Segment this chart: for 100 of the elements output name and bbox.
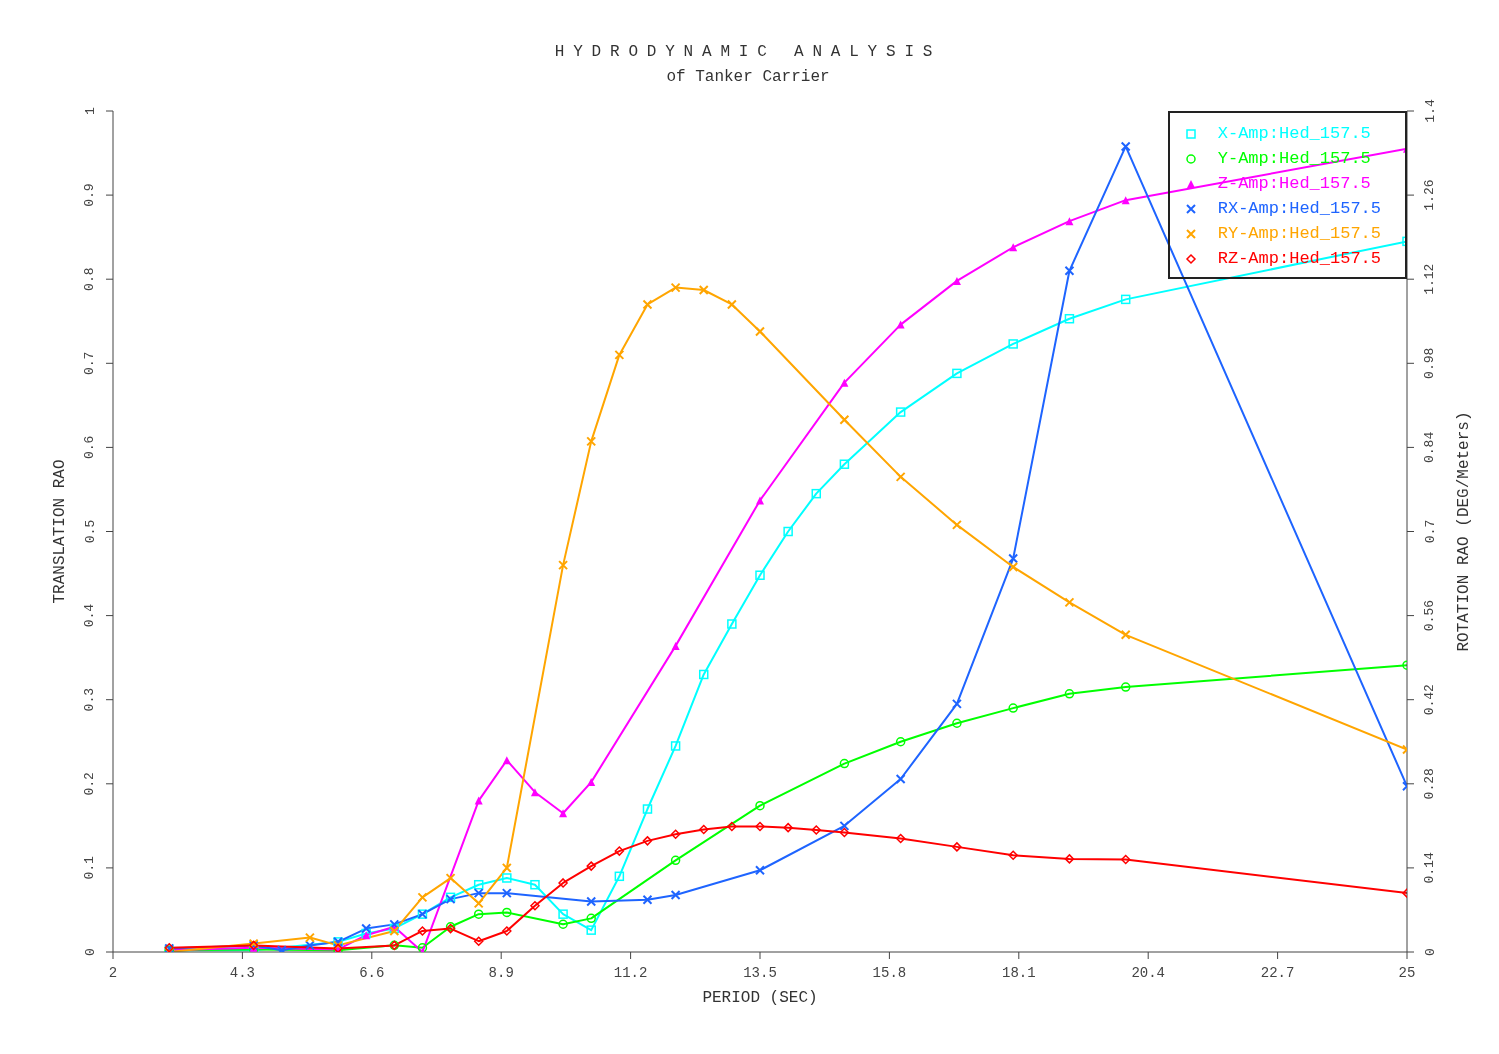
point — [755, 570, 765, 580]
point — [473, 898, 484, 909]
point — [558, 919, 568, 929]
point — [1064, 854, 1075, 864]
point — [952, 842, 962, 852]
x-axis-title: PERIOD (SEC) — [702, 989, 818, 1007]
x-tick-label: 8.9 — [488, 964, 514, 981]
x-tick-label: 2 — [108, 964, 118, 981]
point — [502, 926, 512, 936]
y2-tick-label: 0.42 — [1422, 684, 1438, 716]
chart-title: HYDRODYNAMIC ANALYSIS — [553, 42, 943, 63]
y-tick-label: 0.7 — [82, 351, 98, 375]
y-tick-label: 0 — [82, 948, 98, 956]
point — [952, 276, 961, 285]
point — [1120, 854, 1131, 865]
point — [839, 414, 850, 425]
point — [417, 892, 428, 903]
y2-tick-label: 0.84 — [1422, 431, 1438, 464]
point — [1120, 141, 1131, 152]
point — [951, 698, 962, 709]
point — [530, 879, 540, 890]
point — [726, 299, 737, 310]
point — [895, 737, 906, 747]
y-tick-label: 0.8 — [82, 267, 98, 291]
y-tick-label: 0.1 — [82, 856, 98, 880]
legend-label: Z-Amp:Hed_157.5 — [1217, 174, 1371, 193]
point — [1064, 313, 1075, 324]
point — [840, 378, 849, 387]
legend-label: RY-Amp:Hed_157.5 — [1217, 224, 1381, 243]
y-tick-label: 0.6 — [82, 435, 98, 460]
point — [952, 718, 962, 728]
point — [895, 407, 906, 417]
point — [1064, 597, 1075, 608]
point — [895, 833, 906, 844]
y-tick-label: 1 — [82, 106, 98, 115]
point — [1008, 850, 1018, 861]
point — [502, 873, 512, 883]
y2-tick-label: 1.26 — [1422, 179, 1438, 211]
legend-label: X-Amp:Hed_157.5 — [1217, 124, 1371, 143]
point — [1008, 703, 1018, 713]
point — [839, 820, 850, 831]
point — [1065, 217, 1074, 226]
point — [755, 326, 765, 337]
x-tick-label: 20.4 — [1131, 964, 1165, 981]
point — [727, 619, 737, 629]
point — [1008, 561, 1019, 572]
point — [698, 824, 709, 835]
point — [1120, 629, 1131, 640]
x-tick-label: 6.6 — [359, 964, 385, 981]
x-tick-label: 4.3 — [229, 964, 256, 981]
chart-subtitle: of Tanker Carrier — [665, 67, 831, 88]
point — [670, 829, 681, 840]
point — [670, 889, 681, 900]
point — [755, 865, 765, 876]
y2-tick-label: 0 — [1422, 948, 1438, 956]
point — [756, 496, 764, 505]
x-tick-label: 15.8 — [872, 964, 907, 981]
point — [1064, 689, 1075, 699]
y-tick-label: 0.4 — [82, 603, 98, 628]
point — [559, 809, 568, 818]
y-tick-label: 0.9 — [82, 183, 98, 207]
point — [783, 822, 793, 833]
point — [642, 836, 653, 846]
point — [1120, 682, 1131, 692]
point — [670, 741, 681, 751]
point — [839, 758, 850, 769]
point — [586, 436, 597, 447]
point — [445, 873, 456, 884]
point — [670, 282, 681, 293]
point — [501, 888, 512, 899]
y-tick-label: 0.2 — [82, 772, 98, 796]
point — [614, 349, 625, 360]
point — [1008, 339, 1018, 349]
point — [558, 560, 569, 571]
y-axis-title: TRANSLATION RAO — [50, 459, 69, 604]
point — [501, 862, 512, 873]
y2-axis-title: ROTATION RAO (DEG/Meters) — [1454, 411, 1473, 652]
y2-tick-label: 0.7 — [1422, 519, 1438, 544]
point — [1120, 294, 1131, 305]
point — [586, 861, 596, 871]
point — [1008, 553, 1019, 564]
y-tick-label: 0.5 — [82, 519, 98, 544]
x-tick-label: 18.1 — [1002, 964, 1036, 981]
point — [614, 871, 625, 882]
y2-tick-label: 0.28 — [1422, 768, 1438, 800]
point — [586, 896, 597, 907]
point — [586, 925, 596, 935]
point — [670, 855, 681, 866]
point — [896, 320, 905, 329]
point — [530, 788, 539, 797]
point — [473, 879, 484, 890]
point — [586, 913, 596, 924]
x-tick-label: 13.5 — [743, 964, 777, 981]
point — [895, 773, 906, 784]
point — [474, 796, 483, 805]
point — [811, 488, 822, 499]
point — [895, 471, 906, 482]
point — [558, 878, 568, 888]
point — [642, 299, 653, 310]
point — [727, 821, 737, 832]
